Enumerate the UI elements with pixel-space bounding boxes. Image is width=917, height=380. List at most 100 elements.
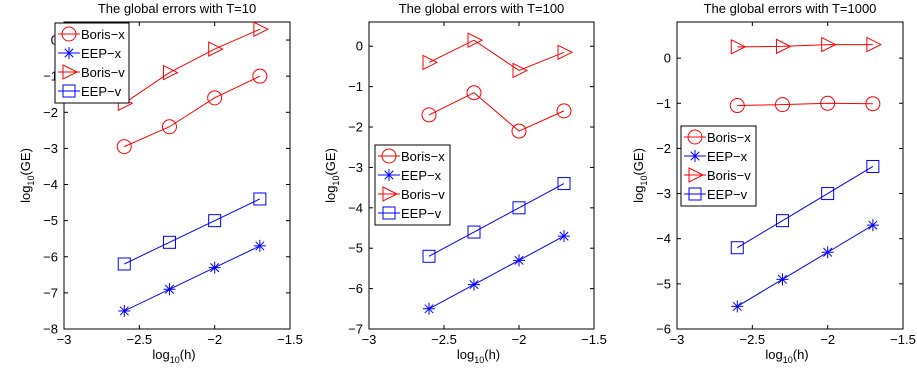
- data-point: [775, 214, 789, 228]
- legend-label: Boris−v: [401, 187, 445, 202]
- x-tick-label: −1.5: [890, 332, 916, 347]
- y-tick-label: −2: [43, 105, 58, 120]
- series-line: [124, 198, 261, 265]
- legend-label: Boris−x: [81, 27, 125, 42]
- data-point: [466, 85, 482, 101]
- data-point: [208, 214, 222, 228]
- y-tick-label: −7: [348, 322, 363, 337]
- data-point: [161, 119, 177, 135]
- data-point: [423, 302, 435, 315]
- series-line: [428, 39, 565, 72]
- data-point: [730, 39, 747, 55]
- x-tick-label: −2.5: [126, 332, 152, 347]
- data-point: [730, 241, 744, 255]
- legend-box: [680, 125, 757, 207]
- legend-marker: [381, 148, 397, 164]
- y-tick-label: −1: [348, 79, 363, 94]
- y-tick-label: −2: [656, 141, 671, 156]
- chart-panel-1: −3 −2.5 −2 −1.5 −8 −7 −6 −5 −4 −3 −2 −1 0 The global …: [18, 1, 303, 365]
- data-point: [253, 21, 269, 38]
- legend-marker: [688, 167, 705, 183]
- data-point: [557, 177, 571, 191]
- x-axis-label: log10(h): [457, 347, 500, 365]
- series-line: [428, 183, 565, 257]
- x-tick-label: −2.5: [431, 332, 457, 347]
- legend-label: EEP−x: [401, 168, 442, 183]
- legend-marker: [688, 187, 702, 201]
- data-point: [421, 107, 437, 123]
- series-line: [737, 166, 874, 249]
- data-point: [865, 96, 881, 112]
- y-tick-label: −3: [656, 186, 671, 201]
- legend: Boris−x EEP−x Boris−v EEP−v: [374, 144, 451, 226]
- series-2: [731, 219, 879, 313]
- data-point: [866, 219, 879, 232]
- data-point: [776, 273, 789, 286]
- chart-title: The global errors with T=1000: [704, 1, 877, 16]
- legend-marker: [62, 84, 76, 98]
- y-axis-label: log10(GE): [18, 148, 36, 203]
- data-point: [422, 249, 436, 263]
- legend-marker: [63, 47, 75, 59]
- data-point: [422, 54, 439, 71]
- y-tick-label: −2: [348, 120, 363, 135]
- data-point: [774, 97, 790, 113]
- data-point: [511, 123, 527, 139]
- chart-title: The global errors with T=100: [399, 1, 565, 16]
- y-tick-label: −6: [656, 322, 671, 337]
- y-tick-label: −8: [43, 322, 58, 337]
- data-point: [775, 38, 792, 55]
- y-tick-label: 0: [51, 33, 58, 48]
- series-line: [124, 75, 261, 148]
- x-tick-label: −1.5: [277, 332, 303, 347]
- y-tick-label: −5: [43, 213, 58, 228]
- x-axis-label: log10(h): [765, 347, 808, 365]
- series-2: [118, 239, 266, 317]
- x-axis-label: log10(h): [152, 347, 195, 365]
- data-point: [162, 64, 179, 81]
- legend-marker: [382, 186, 399, 202]
- series-line: [124, 245, 261, 312]
- legend-label: EEP−x: [707, 149, 748, 164]
- legend-box: [54, 22, 130, 104]
- data-point: [468, 278, 480, 291]
- series-4: [730, 159, 880, 255]
- data-point: [821, 36, 837, 53]
- y-tick-label: 0: [356, 39, 363, 54]
- legend-label: EEP−v: [707, 187, 748, 202]
- data-point: [820, 95, 836, 111]
- data-point: [731, 300, 744, 313]
- y-tick-label: −4: [348, 200, 363, 215]
- legend-marker: [61, 26, 77, 42]
- y-axis-label: log10(GE): [323, 148, 341, 203]
- data-point: [118, 304, 131, 317]
- legend-marker: [62, 64, 79, 80]
- data-point: [513, 254, 525, 267]
- series-1: [116, 68, 268, 155]
- data-point: [467, 225, 481, 239]
- data-point: [162, 235, 176, 249]
- legend-label: Boris−x: [401, 149, 445, 164]
- data-point: [253, 192, 267, 206]
- chart-panel-2: −3 −2.5 −2 −1.5 −7 −6 −5 −4 −3 −2 −1 0 The global er…: [323, 1, 607, 365]
- series-3: [730, 36, 882, 55]
- data-point: [163, 283, 176, 296]
- y-tick-label: 0: [664, 51, 671, 66]
- data-point: [467, 32, 484, 48]
- x-tick-label: −2: [207, 332, 222, 347]
- y-tick-label: −7: [43, 285, 58, 300]
- data-point: [866, 159, 880, 173]
- series-4: [117, 192, 267, 271]
- data-point: [556, 103, 572, 119]
- legend-marker: [383, 169, 395, 181]
- data-point: [208, 261, 221, 274]
- x-tick-label: −3: [57, 332, 72, 347]
- legend-label: EEP−v: [81, 84, 122, 99]
- data-point: [253, 239, 266, 252]
- chart-title: The global errors with T=10: [98, 1, 256, 16]
- y-tick-label: −4: [656, 231, 671, 246]
- x-tick-label: −2.5: [739, 332, 765, 347]
- series-line: [428, 235, 565, 310]
- legend-label: EEP−v: [401, 206, 442, 221]
